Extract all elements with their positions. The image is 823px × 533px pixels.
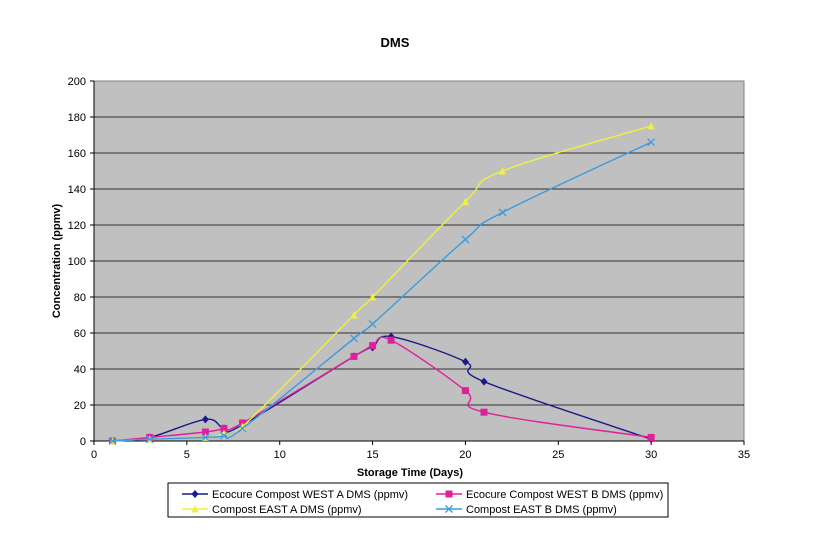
series-4	[108, 138, 656, 445]
legend: Ecocure Compost WEST A DMS (ppmv) Ecocure…	[167, 482, 669, 518]
y-tick-label: 60	[74, 328, 86, 340]
grid-lines	[94, 116, 744, 406]
data-point	[350, 352, 358, 360]
y-tick-label: 180	[68, 112, 86, 124]
y-tick-label: 80	[74, 292, 86, 304]
y-tick-label: 0	[80, 436, 86, 448]
legend-box	[167, 482, 669, 518]
data-point	[108, 437, 117, 445]
data-point	[647, 138, 656, 147]
y-tick-label: 140	[68, 184, 86, 196]
data-point	[220, 431, 228, 440]
series-lines	[108, 122, 656, 445]
data-point	[498, 208, 507, 217]
legend-label: Compost EAST A DMS (ppmv)	[212, 504, 362, 516]
data-point	[461, 387, 469, 395]
data-point	[461, 357, 469, 366]
y-tick-label: 100	[68, 256, 86, 268]
x-tick-label: 5	[184, 449, 190, 461]
data-point	[461, 197, 469, 206]
x-tick-label: 35	[738, 449, 750, 461]
data-point	[369, 293, 377, 301]
data-point	[480, 377, 488, 386]
x-tick-label: 15	[366, 449, 378, 461]
data-point	[145, 435, 154, 444]
data-point	[445, 505, 453, 513]
data-point	[480, 408, 488, 416]
data-point	[239, 422, 247, 431]
data-point	[201, 415, 209, 424]
data-point	[238, 424, 247, 433]
chart-title: DMS	[381, 35, 410, 50]
data-point	[350, 334, 358, 343]
data-point	[191, 490, 199, 498]
x-tick-label: 30	[645, 449, 657, 461]
data-point	[191, 505, 199, 513]
data-point	[368, 320, 377, 328]
data-point	[387, 336, 395, 344]
y-tick-label: 120	[68, 220, 86, 232]
legend-entry-3: Compost EAST A DMS (ppmv)	[182, 504, 362, 516]
x-tick-label: 0	[91, 449, 97, 461]
data-point	[220, 424, 228, 432]
legend-label: Ecocure Compost WEST B DMS (ppmv)	[466, 489, 663, 501]
data-point	[350, 311, 358, 319]
y-tick-label: 20	[74, 400, 86, 412]
data-point	[445, 490, 453, 498]
x-tick-label: 20	[459, 449, 471, 461]
data-point	[201, 433, 210, 442]
legend-entry-2: Ecocure Compost WEST B DMS (ppmv)	[436, 489, 663, 501]
y-tick-label: 40	[74, 364, 86, 376]
legend-label: Compost EAST B DMS (ppmv)	[466, 504, 617, 516]
data-point	[369, 342, 377, 350]
y-tick-label: 160	[68, 148, 86, 160]
data-point	[201, 428, 209, 436]
x-axis-label: Storage Time (Days)	[357, 467, 464, 479]
data-point	[647, 433, 655, 441]
legend-label: Ecocure Compost WEST A DMS (ppmv)	[212, 489, 408, 501]
legend-entry-4: Compost EAST B DMS (ppmv)	[436, 504, 617, 516]
y-axis: 0 20 40 60 80 100 120 140 160 180 200	[68, 76, 95, 448]
legend-entry-1: Ecocure Compost WEST A DMS (ppmv)	[182, 489, 408, 501]
data-point	[499, 167, 507, 175]
x-axis: 0 5 10 15 20 25 30 35	[91, 440, 750, 461]
y-axis-label: Concentration (ppmv)	[51, 204, 63, 319]
y-tick-label: 200	[68, 76, 86, 88]
x-tick-label: 10	[274, 449, 286, 461]
data-point	[461, 235, 470, 244]
x-tick-label: 25	[552, 449, 564, 461]
data-point	[647, 122, 655, 130]
